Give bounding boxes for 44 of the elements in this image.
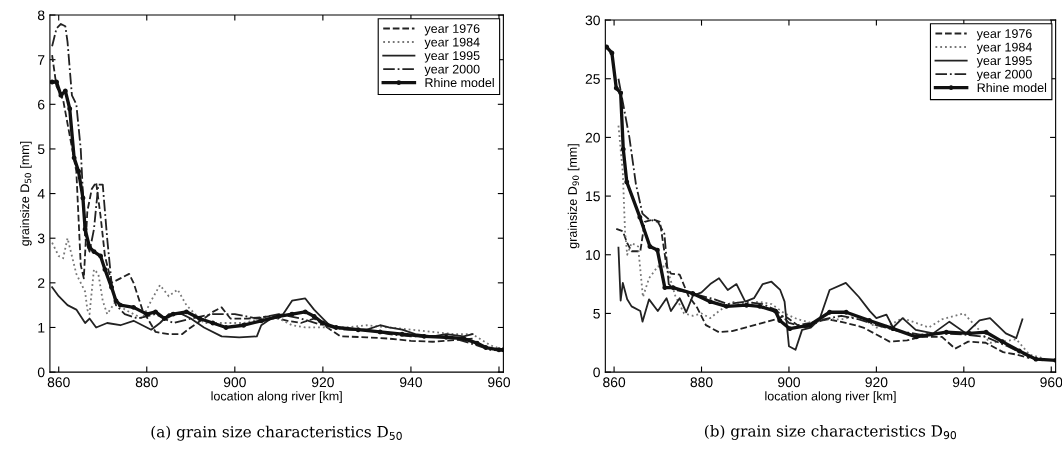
y-axis-title: grainsize D$_{50}$ [mm] bbox=[20, 141, 32, 246]
y-tick-label: 1 bbox=[38, 322, 45, 333]
y-tick-label: 0 bbox=[37, 367, 45, 378]
x-tick-label: 940 bbox=[952, 377, 975, 388]
legend-label: year 1976 bbox=[424, 24, 480, 36]
x-tick-label: 960 bbox=[488, 377, 511, 388]
legend-label: year 1976 bbox=[976, 29, 1032, 41]
legend-label: year 1984 bbox=[424, 37, 480, 49]
legend-label: Rhine model bbox=[425, 77, 494, 88]
y-tick-label: 20 bbox=[585, 132, 600, 143]
y-tick-label: 2 bbox=[38, 278, 45, 288]
x-tick-label: 860 bbox=[47, 377, 70, 388]
legend-label: year 1995 bbox=[976, 56, 1032, 68]
y-tick-label: 15 bbox=[586, 191, 600, 202]
x-tick-label: 860 bbox=[603, 377, 626, 388]
y-tick-label: 4 bbox=[37, 189, 45, 199]
x-axis-title: location along river [km] bbox=[765, 391, 896, 403]
x-tick-label: 900 bbox=[778, 377, 800, 388]
x-tick-label: 900 bbox=[223, 377, 246, 388]
y-axis-title: grainsize D$_{90}$ [mm] bbox=[567, 144, 580, 249]
text: (a) grain size characteristics D$_{50}$ bbox=[151, 425, 402, 441]
legend-label: year 1984 bbox=[976, 42, 1032, 54]
legend-label: year 1995 bbox=[424, 51, 480, 63]
y-tick-label: 7 bbox=[38, 55, 45, 65]
legend-label: year 2000 bbox=[976, 69, 1032, 82]
text: (b) grain size characteristics D$_{90}$ bbox=[704, 424, 957, 440]
y-tick-label: 5 bbox=[37, 144, 45, 155]
y-tick-label: 6 bbox=[38, 99, 45, 110]
y-tick-label: 30 bbox=[585, 15, 600, 26]
y-tick-label: 10 bbox=[586, 250, 600, 260]
x-tick-label: 960 bbox=[1040, 377, 1062, 388]
x-tick-label: 880 bbox=[690, 377, 713, 388]
y-tick-label: 5 bbox=[593, 308, 600, 319]
x-tick-label: 880 bbox=[135, 377, 158, 388]
x-tick-label: 920 bbox=[311, 377, 334, 388]
y-tick-label: 8 bbox=[37, 10, 45, 21]
y-tick-label: 3 bbox=[37, 233, 45, 244]
x-tick-label: 920 bbox=[865, 377, 888, 388]
y-tick-label: 25 bbox=[585, 74, 600, 84]
x-axis-title: location along river [km] bbox=[211, 391, 342, 403]
legend-label: Rhine model bbox=[977, 82, 1047, 93]
x-tick-label: 940 bbox=[400, 377, 422, 388]
y-tick-label: 0 bbox=[593, 367, 600, 378]
legend-label: year 2000 bbox=[424, 64, 480, 77]
